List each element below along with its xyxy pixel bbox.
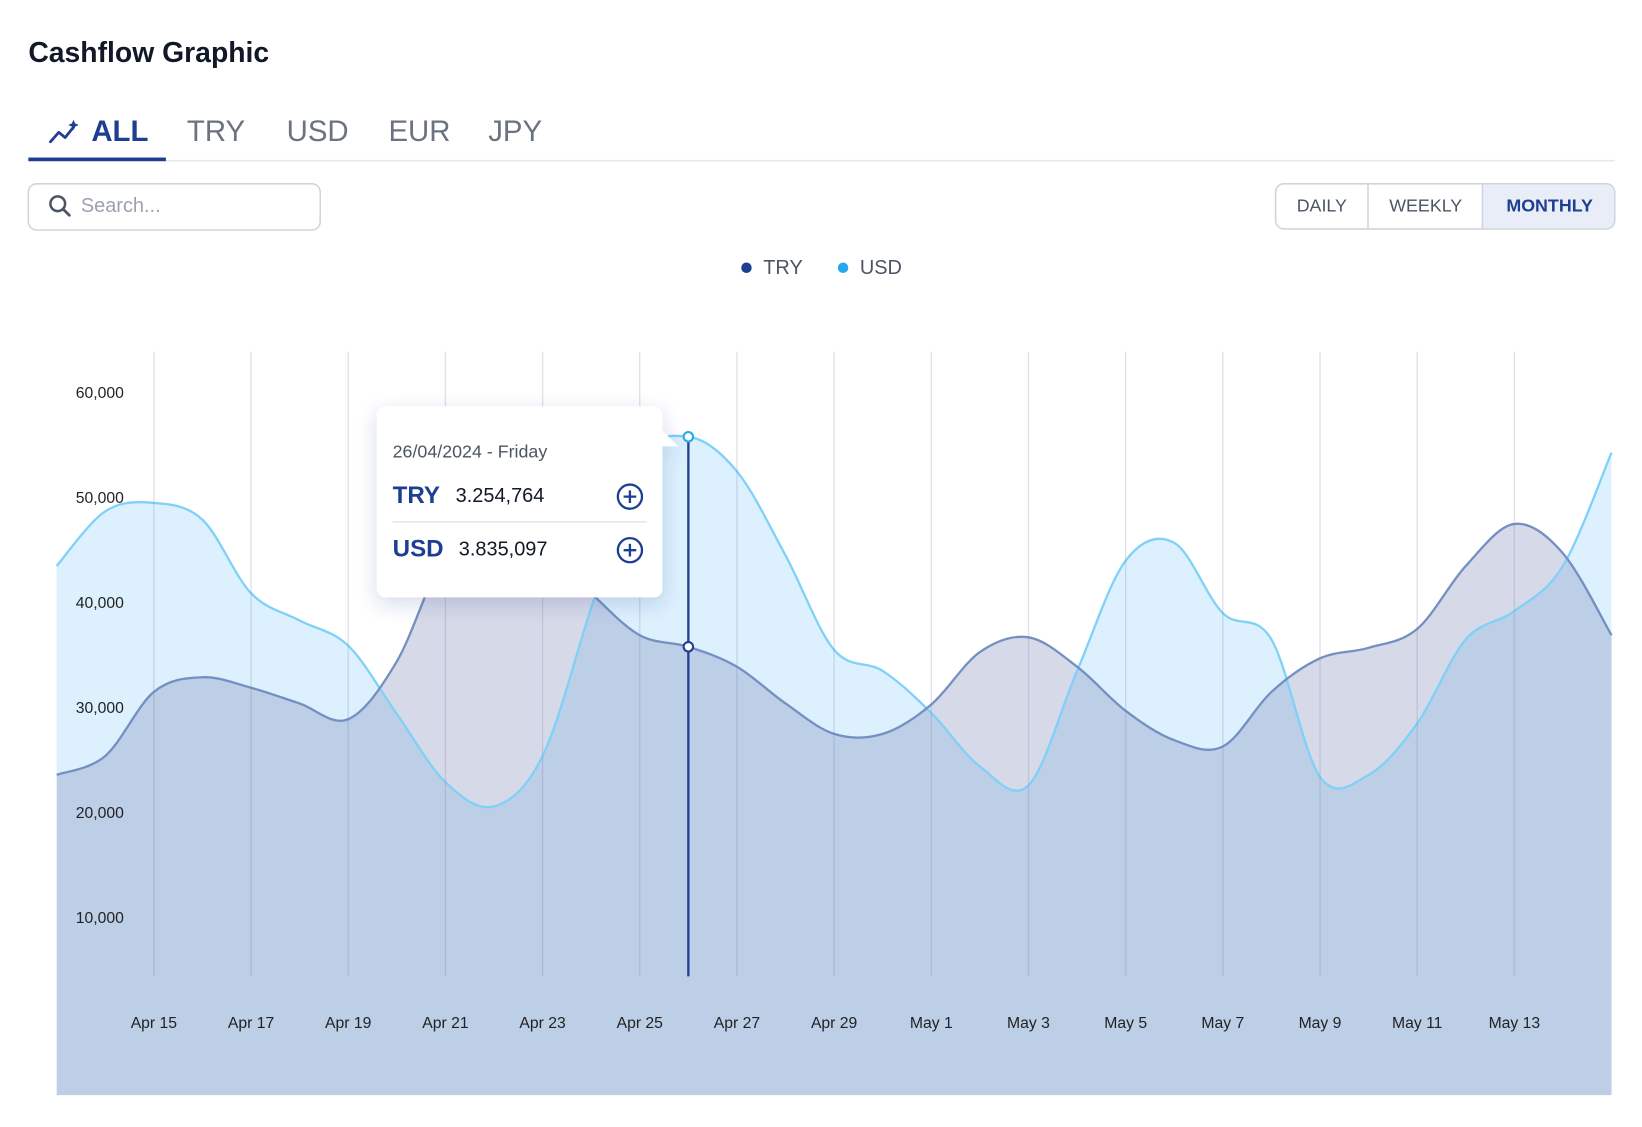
period-button[interactable]: MONTHLY [1506, 196, 1593, 216]
y-tick-label: 40,000 [76, 595, 124, 612]
tab[interactable]: EUR [388, 115, 450, 148]
tooltip-amount: 3.835,097 [459, 538, 548, 560]
x-tick-label: May 5 [1104, 1015, 1147, 1032]
x-tick-label: May 13 [1489, 1015, 1541, 1032]
tooltip-currency: TRY [393, 482, 440, 509]
tab[interactable]: TRY [187, 115, 245, 148]
x-tick-label: May 1 [910, 1015, 953, 1032]
x-tick-label: May 3 [1007, 1015, 1050, 1032]
x-tick-label: Apr 29 [811, 1015, 857, 1032]
add-button[interactable] [616, 483, 644, 510]
period-button[interactable]: DAILY [1297, 196, 1347, 216]
x-tick-label: Apr 25 [617, 1015, 664, 1032]
period-button[interactable]: WEEKLY [1389, 196, 1462, 216]
search-icon-handle [61, 207, 71, 217]
active-tab-indicator [28, 157, 166, 162]
legend-label: USD [860, 257, 902, 279]
tooltip-box [376, 406, 679, 598]
widget-title: Cashflow Graphic [28, 37, 269, 69]
x-tick-label: May 9 [1299, 1015, 1342, 1032]
x-tick-label: Apr 19 [325, 1015, 371, 1032]
x-tick-label: Apr 17 [228, 1015, 274, 1032]
legend-dot [837, 262, 849, 274]
x-tick-label: May 7 [1201, 1015, 1244, 1032]
search-box[interactable] [27, 182, 321, 231]
active-period-bg [1482, 184, 1614, 229]
y-tick-label: 60,000 [76, 385, 124, 402]
tooltip-currency: USD [393, 536, 444, 563]
y-tick-label: 10,000 [76, 910, 124, 927]
y-tick-label: 20,000 [76, 805, 124, 822]
search-icon [49, 195, 67, 213]
tab-icon [49, 125, 75, 144]
tooltip-date: 26/04/2024 - Friday [393, 441, 548, 461]
hover-point [682, 431, 695, 443]
line [55, 434, 1613, 809]
hover-point [682, 641, 695, 653]
area [56, 435, 1612, 1096]
add-button[interactable] [616, 536, 644, 564]
legend-dot [741, 262, 752, 274]
add-icon [623, 490, 637, 503]
tab[interactable]: ALL [91, 115, 148, 148]
tab[interactable]: JPY [488, 115, 542, 148]
x-tick-label: Apr 27 [714, 1015, 760, 1032]
x-tick-label: Apr 21 [422, 1015, 468, 1032]
tooltip-amount: 3.254,764 [456, 485, 545, 507]
area [56, 523, 1612, 1096]
legend-label: TRY [763, 257, 803, 279]
x-tick-label: Apr 15 [131, 1015, 178, 1032]
x-tick-label: Apr 23 [519, 1015, 566, 1032]
x-tick-label: May 11 [1392, 1015, 1442, 1032]
tooltip [376, 406, 679, 598]
add-icon [623, 543, 637, 557]
y-tick-label: 50,000 [76, 490, 124, 507]
sparkle-icon [68, 119, 79, 131]
y-tick-label: 30,000 [76, 700, 124, 717]
tab[interactable]: USD [287, 115, 349, 148]
search-placeholder: Search... [81, 195, 161, 217]
line [56, 522, 1613, 776]
